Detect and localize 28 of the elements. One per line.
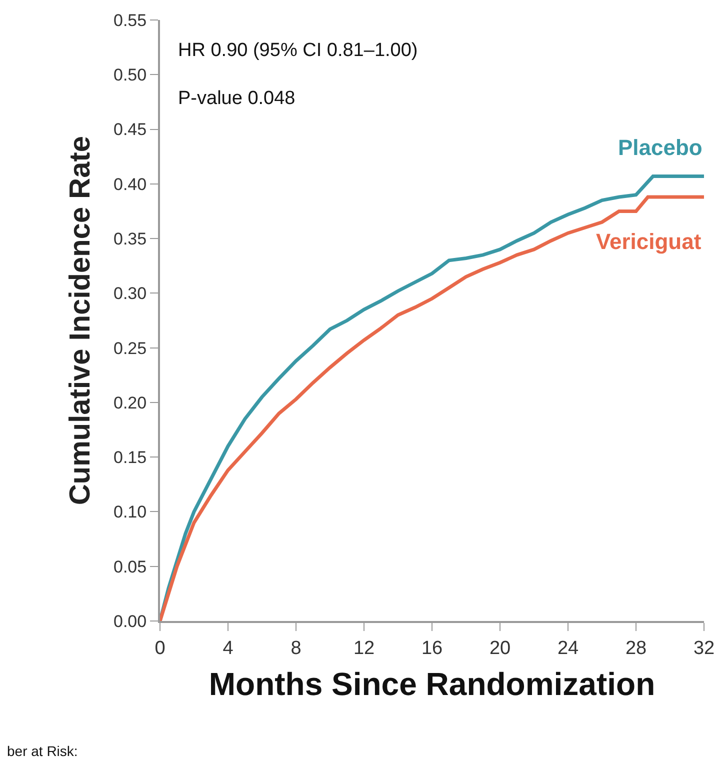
y-tick-label: 0.20 (114, 393, 147, 412)
text: ber at Risk: (7, 743, 78, 759)
annotation: P-value 0.048 (178, 88, 296, 109)
y-tick-label: 0.25 (114, 338, 147, 358)
y-tick-label: 0.50 (114, 66, 147, 85)
x-tick-label: 20 (489, 638, 511, 659)
y-tick-label: 0.35 (114, 230, 147, 248)
x-tick-label: 4 (222, 638, 234, 659)
x-tick-label: 16 (421, 638, 443, 659)
series-label: Placebo (618, 135, 702, 160)
annotation: HR 0.90 (95% CI 0.81–1.00) (178, 40, 418, 61)
y-axis-title: Cumulative Incidence Rate (64, 136, 96, 506)
y-tick-label: 0.30 (114, 284, 147, 304)
y-tick-label: 0.15 (114, 448, 147, 468)
y-tick-label: 0.00 (114, 612, 147, 631)
x-tick-label: 28 (625, 638, 647, 659)
x-tick-label: 0 (154, 638, 166, 659)
x-axis-title: Months Since Randomization (208, 666, 656, 702)
y-tick-label: 0.45 (114, 120, 147, 140)
y-tick-label: 0.05 (114, 557, 147, 576)
x-tick-label: 24 (557, 638, 579, 659)
x-tick-label: 8 (290, 638, 302, 659)
x-tick-label: 12 (353, 638, 375, 659)
y-tick-label: 0.40 (114, 174, 147, 194)
y-tick-label: 0.10 (114, 502, 147, 522)
x-tick-label: 32 (693, 638, 715, 659)
series-label: Vericiguat (596, 229, 702, 254)
y-tick-label: 0.55 (114, 10, 147, 30)
